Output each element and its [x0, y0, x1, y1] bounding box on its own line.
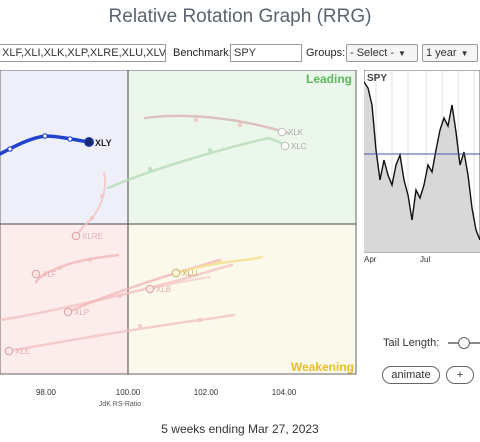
benchmark-label: Benchmark: — [173, 47, 232, 59]
spy-x-tick: Jul — [420, 255, 430, 264]
xly-head[interactable] — [84, 137, 94, 147]
symbols-input[interactable]: XLF,XLI,XLK,XLP,XLRE,XLU,XLV,XL — [0, 44, 166, 62]
weakening-quadrant — [128, 224, 356, 374]
leading-label: Leading — [306, 72, 352, 86]
period-select-value: 1 year — [426, 47, 457, 59]
animate-button[interactable]: animate — [382, 366, 440, 384]
xle-head[interactable] — [4, 346, 14, 356]
xlf-label: XLF — [42, 270, 57, 279]
xlre-head[interactable] — [71, 231, 81, 241]
x-tick-label: 104.00 — [272, 388, 297, 397]
chevron-down-icon: ▼ — [398, 49, 406, 58]
xlre-label: XLRE — [82, 232, 103, 241]
chevron-down-icon: ▼ — [460, 49, 469, 58]
groups-select[interactable]: - Select - ▼ — [346, 44, 418, 62]
xlc-label: XLC — [291, 142, 307, 151]
page-title: Relative Rotation Graph (RRG) — [108, 6, 372, 27]
x-axis-label: JdK RS-Ratio — [99, 401, 142, 408]
x-tick-label: 98.00 — [36, 388, 57, 397]
xly-point — [42, 133, 48, 139]
improving-quadrant — [0, 70, 128, 224]
plus-button[interactable]: + — [446, 366, 474, 384]
xly-point — [67, 136, 73, 142]
xle-tail — [7, 313, 236, 353]
xlu-head[interactable] — [171, 268, 181, 278]
benchmark-input[interactable]: SPY — [230, 44, 302, 62]
tail-length-label: Tail Length: — [383, 337, 440, 349]
spy-price-line — [363, 81, 480, 241]
spy-label: SPY — [367, 73, 387, 84]
groups-label: Groups: — [306, 47, 346, 59]
xlb-tail — [149, 276, 211, 290]
xlf-head[interactable] — [31, 269, 41, 279]
xlk-label: XLK — [288, 128, 304, 137]
xlp-label: XLP — [74, 308, 89, 317]
x-tick-label: 102.00 — [194, 388, 219, 397]
xlb-head[interactable] — [145, 284, 155, 294]
leading-quadrant — [128, 70, 356, 224]
rrg-chart[interactable]: Leading Weakening XLY — [0, 69, 360, 415]
toolbar: XLF,XLI,XLK,XLP,XLRE,XLU,XLV,XL Benchmar… — [0, 42, 480, 64]
period-caption: 5 weeks ending Mar 27, 2023 — [161, 422, 319, 436]
xlp-head[interactable] — [63, 307, 73, 317]
xlu-label: XLU — [182, 269, 198, 278]
xlb-label: XLB — [156, 285, 171, 294]
spy-chart: SPY Apr Jul — [363, 69, 480, 275]
groups-select-value: - Select - — [350, 47, 395, 59]
period-select[interactable]: 1 year ▼ — [422, 44, 478, 62]
weakening-label: Weakening — [291, 360, 354, 374]
xly-label: XLY — [95, 138, 112, 148]
xlf-tail — [34, 253, 120, 284]
spy-x-tick: Apr — [364, 255, 377, 264]
xlc-head[interactable] — [280, 141, 290, 151]
xle-label: XLE — [15, 347, 30, 356]
x-tick-label: 100.00 — [116, 388, 141, 397]
spy-price-area — [364, 82, 480, 252]
xlc-tail — [106, 136, 289, 190]
xly-point — [7, 146, 13, 152]
xli-tail — [174, 255, 264, 275]
tail-length-slider-handle[interactable] — [458, 337, 470, 349]
xlk-head[interactable] — [277, 127, 287, 137]
